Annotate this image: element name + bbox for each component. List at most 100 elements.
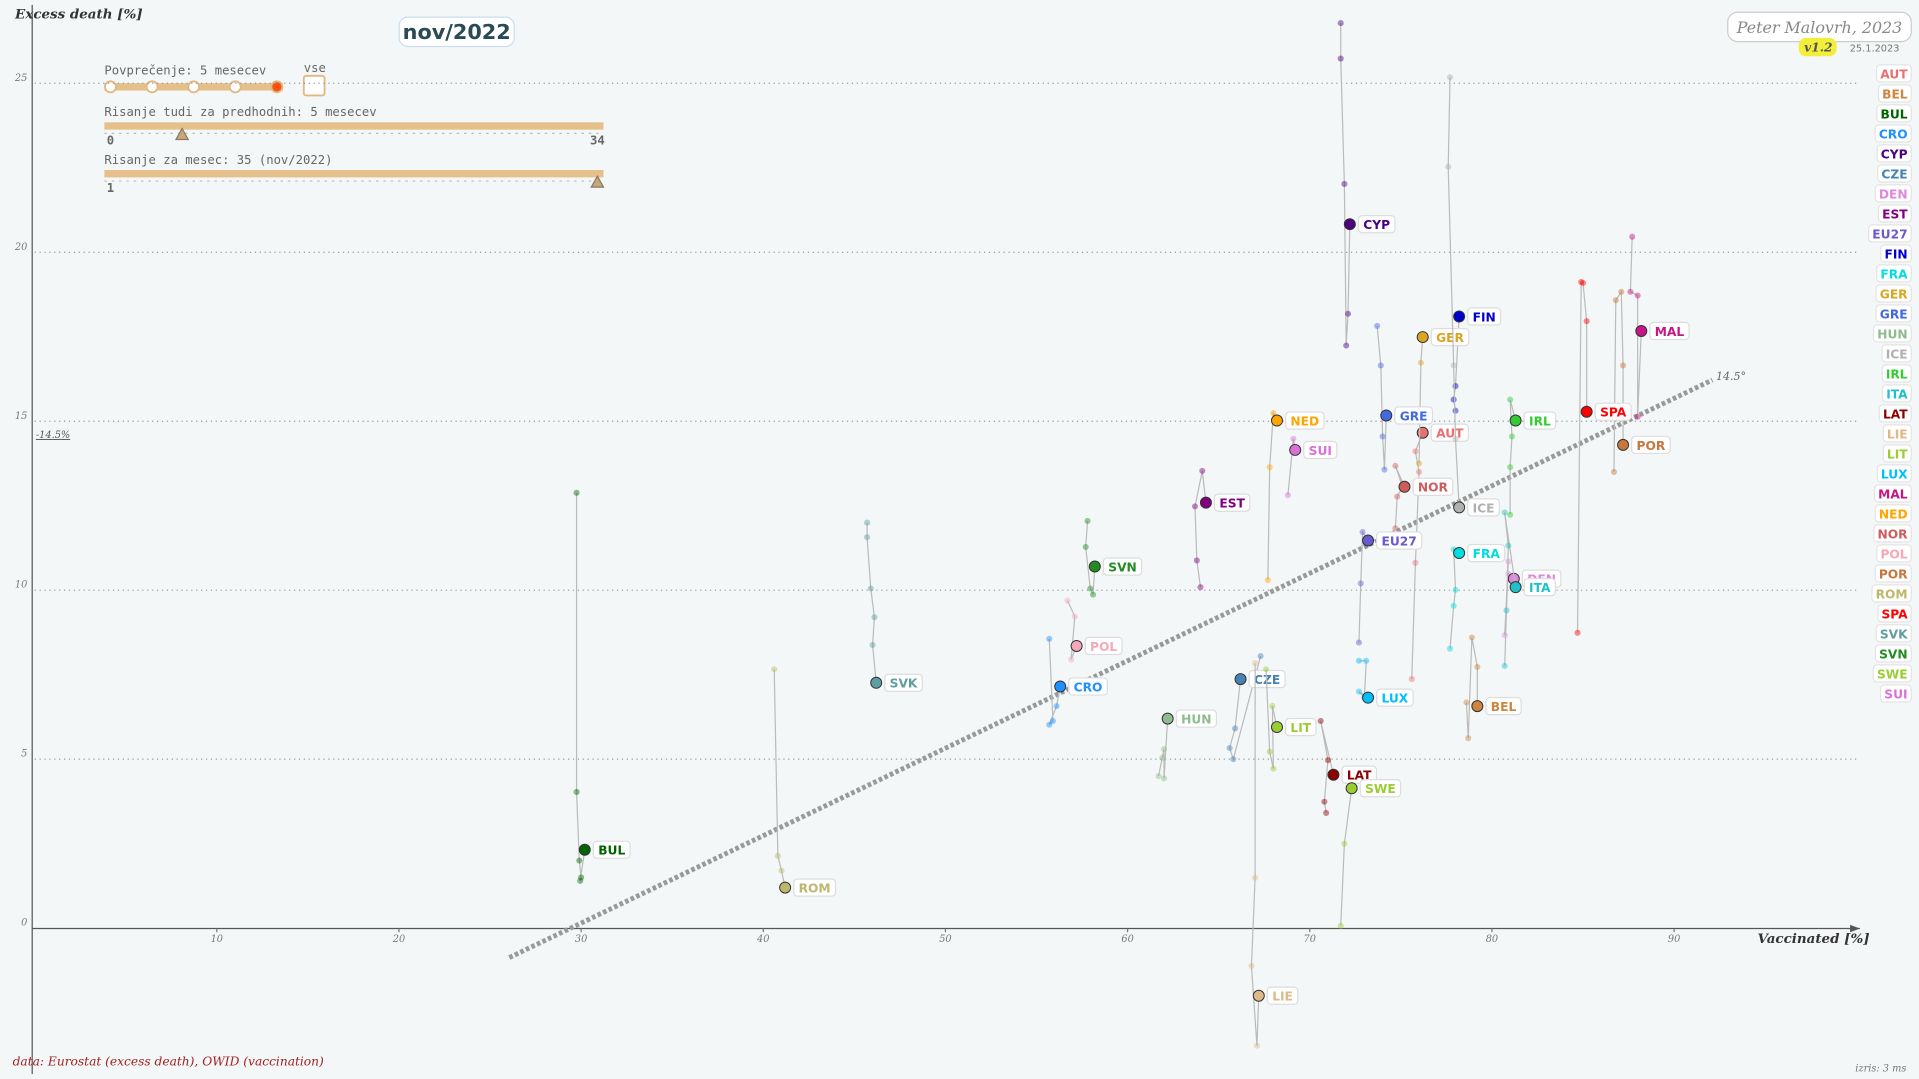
legend-box <box>1874 644 1912 663</box>
legend-entry[interactable]: CZE <box>1877 164 1912 183</box>
legend-entry[interactable]: LAT <box>1878 404 1912 423</box>
averaging-option[interactable] <box>104 80 117 94</box>
month-handle[interactable] <box>590 174 605 188</box>
legend-entry[interactable]: HUN <box>1872 324 1912 343</box>
point-label: EU27 <box>1376 531 1423 550</box>
month-track[interactable] <box>104 170 604 178</box>
legend-entry[interactable]: LIT <box>1882 444 1912 463</box>
point-label: FRA <box>1467 543 1506 563</box>
trail-point <box>1446 74 1454 81</box>
legend-box <box>1873 524 1912 543</box>
all-checkbox[interactable] <box>302 74 326 97</box>
trail-point <box>1284 492 1291 499</box>
point-label: GRE <box>1394 406 1434 425</box>
legend-entry[interactable]: POR <box>1874 564 1912 583</box>
legend-entry[interactable]: LUX <box>1876 464 1912 483</box>
point-label-text: CYP <box>1363 218 1390 232</box>
legend-entry[interactable]: IRL <box>1881 364 1912 383</box>
averaging-option[interactable] <box>228 80 242 94</box>
x-tick-label: 30 <box>575 934 587 945</box>
legend-entry[interactable]: NED <box>1874 504 1912 523</box>
legend-entry[interactable]: EU27 <box>1868 224 1912 243</box>
legend-entry[interactable]: NOR <box>1873 524 1912 543</box>
legend-label: ROM <box>1876 587 1908 601</box>
averaging-option[interactable] <box>270 80 284 94</box>
legend-entry[interactable]: MAL <box>1873 484 1912 503</box>
current-point <box>1327 768 1340 781</box>
point-label: POL <box>1084 636 1123 656</box>
trail-line <box>1066 600 1078 660</box>
point-label-text: NOR <box>1418 481 1449 495</box>
averaging-option[interactable] <box>187 80 201 94</box>
point-label: LIT <box>1284 717 1317 737</box>
legend-entry[interactable]: LIE <box>1882 424 1912 443</box>
point-label: NED <box>1284 411 1325 430</box>
legend-entry[interactable]: SVN <box>1874 644 1912 663</box>
legend-entry[interactable]: GER <box>1875 284 1912 303</box>
legend-label: BUL <box>1881 107 1908 121</box>
averaging-option[interactable] <box>145 80 159 94</box>
legend-entry[interactable]: DEN <box>1874 184 1912 203</box>
legend-entry[interactable]: AUT <box>1875 64 1912 83</box>
legend-entry[interactable]: GRE <box>1875 304 1912 323</box>
trail-point <box>1503 607 1510 614</box>
legend-entry[interactable]: POL <box>1876 544 1912 563</box>
trail-point <box>1160 775 1168 782</box>
current-point <box>578 843 591 856</box>
current-point <box>1234 673 1247 686</box>
legend-entry[interactable]: SPA <box>1877 604 1912 623</box>
legend-entry[interactable]: SUI <box>1880 684 1912 703</box>
legend-entry[interactable]: ITA <box>1881 384 1912 403</box>
point-label: SPA <box>1594 402 1632 421</box>
y-tick-label: 5 <box>21 749 27 760</box>
point-label-text: NED <box>1290 414 1319 428</box>
averaging-label: Povprečenje: 5 mesecev <box>104 64 266 78</box>
legend-entry[interactable]: FIN <box>1880 244 1912 263</box>
legend-entry[interactable]: CYP <box>1876 144 1912 163</box>
legend-label: NOR <box>1878 527 1909 541</box>
current-point <box>1580 405 1593 418</box>
legend-entry[interactable]: CRO <box>1874 124 1912 143</box>
history-track[interactable] <box>104 122 604 130</box>
legend-label: ICE <box>1886 347 1908 361</box>
legend-label: LAT <box>1883 407 1908 421</box>
legend-entry[interactable]: BEL <box>1877 84 1912 103</box>
trend-line <box>508 377 1714 960</box>
trail-point <box>1445 163 1452 170</box>
trail-line <box>1411 432 1424 680</box>
trail-point <box>1465 735 1472 742</box>
current-point <box>1343 218 1356 231</box>
legend-entry[interactable]: EST <box>1877 204 1912 223</box>
legend-entry[interactable]: BUL <box>1876 104 1912 123</box>
legend-entry[interactable]: ICE <box>1881 344 1912 363</box>
legend-entry[interactable]: ROM <box>1871 584 1912 603</box>
trail-point <box>1507 396 1514 403</box>
legend-entry[interactable]: SVK <box>1875 624 1912 643</box>
point-label-box <box>1523 577 1556 597</box>
trail-point <box>1321 798 1328 805</box>
point-label-box <box>1430 423 1470 442</box>
legend-entry[interactable]: FRA <box>1876 264 1912 283</box>
trail-point <box>576 857 583 864</box>
trail-line <box>1250 663 1260 1046</box>
trail-point <box>1610 468 1618 475</box>
trail-point <box>1501 662 1508 669</box>
trail-line <box>1576 280 1588 633</box>
point-label: IRL <box>1523 411 1557 430</box>
trail-point <box>1160 745 1168 753</box>
trail-point <box>1452 383 1459 390</box>
point-label-text: MAL <box>1655 325 1685 339</box>
history-handle[interactable] <box>174 127 190 141</box>
legend-entry[interactable]: SWE <box>1872 664 1912 683</box>
current-point <box>1362 691 1375 704</box>
point-label-text: CRO <box>1074 680 1103 694</box>
trail-point <box>1343 342 1350 349</box>
trail-line <box>1465 637 1478 739</box>
trail-line <box>1418 337 1424 464</box>
trail-point <box>1379 433 1386 440</box>
trail-point <box>1191 503 1199 510</box>
current-point <box>1380 409 1393 422</box>
trail-line <box>1228 655 1262 762</box>
point-label-box <box>1631 435 1671 455</box>
point-label-box <box>1284 717 1317 737</box>
